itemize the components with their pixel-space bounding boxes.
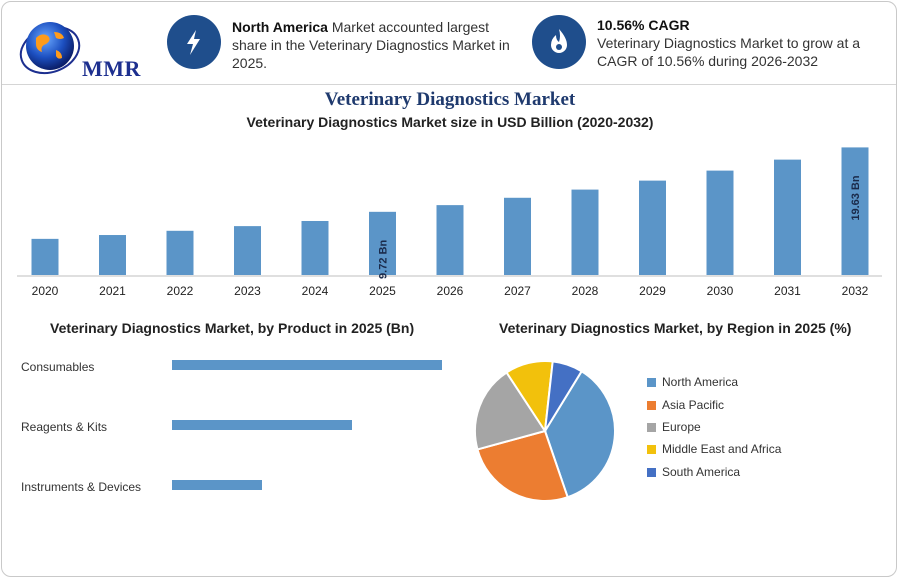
mmr-logo: MMR bbox=[18, 16, 148, 81]
x-tick-label-2024: 2024 bbox=[302, 284, 329, 298]
bar-2025 bbox=[369, 211, 396, 275]
product-label-consumables: Consumables bbox=[21, 360, 95, 374]
legend-item-asia-pacific: Asia Pacific bbox=[647, 398, 724, 412]
x-tick-label-2020: 2020 bbox=[32, 284, 59, 298]
bar-2032 bbox=[841, 147, 869, 275]
bar-2029 bbox=[639, 180, 666, 275]
legend-item-mea: Middle East and Africa bbox=[647, 442, 781, 456]
lightning-icon bbox=[167, 15, 221, 69]
bar-2023 bbox=[234, 226, 261, 275]
legend-label: South America bbox=[662, 465, 741, 479]
data-label-2032: 19.63 Bn bbox=[850, 175, 862, 221]
hbar-consumables bbox=[172, 360, 442, 370]
legend-label: North America bbox=[662, 375, 739, 389]
x-tick-label-2029: 2029 bbox=[639, 284, 666, 298]
bar-2030 bbox=[706, 170, 734, 275]
legend-item-europe: Europe bbox=[647, 420, 701, 434]
highlight1-rest: Market accounted largest share in the Ve… bbox=[232, 19, 510, 71]
x-tick-label-2030: 2030 bbox=[707, 284, 734, 298]
x-tick-label-2025: 2025 bbox=[369, 284, 396, 298]
x-tick-label-2022: 2022 bbox=[167, 284, 194, 298]
legend-swatch bbox=[647, 422, 656, 432]
bar-2021 bbox=[99, 235, 126, 275]
data-label-2025: 9.72 Bn bbox=[378, 240, 390, 279]
x-tick-label-2026: 2026 bbox=[437, 284, 464, 298]
bar-2027 bbox=[504, 197, 531, 275]
highlight-north-america: North America Market accounted largest s… bbox=[232, 18, 512, 72]
x-tick-label-2021: 2021 bbox=[99, 284, 126, 298]
highlight2-rest: Veterinary Diagnostics Market to grow at… bbox=[597, 35, 861, 69]
legend-swatch bbox=[647, 377, 656, 387]
legend-item-north-america: North America bbox=[647, 375, 738, 389]
x-tick-label-2027: 2027 bbox=[504, 284, 531, 298]
chart-title: Veterinary Diagnostics Market bbox=[324, 89, 576, 110]
bar-2022 bbox=[166, 230, 194, 275]
highlight2-bold: 10.56% CAGR bbox=[597, 17, 690, 33]
product-label-instruments: Instruments & Devices bbox=[21, 480, 142, 494]
header-divider bbox=[2, 84, 896, 85]
pie-slice-europe bbox=[474, 371, 547, 451]
legend-swatch bbox=[647, 467, 656, 477]
hbar-instruments-devices bbox=[172, 480, 262, 490]
hbar-reagents-kits bbox=[172, 420, 352, 430]
x-tick-label-2028: 2028 bbox=[572, 284, 599, 298]
bar-2024 bbox=[301, 220, 329, 275]
legend-label: Europe bbox=[662, 420, 701, 434]
pie-slice-south-america bbox=[544, 360, 583, 432]
highlight1-bold: North America bbox=[232, 19, 328, 35]
legend-swatch bbox=[647, 444, 656, 454]
x-tick-label-2031: 2031 bbox=[774, 284, 801, 298]
product-label-reagents: Reagents & Kits bbox=[21, 420, 108, 434]
product-chart-title: Veterinary Diagnostics Market, by Produc… bbox=[50, 320, 415, 336]
bar-2026 bbox=[436, 205, 464, 275]
bar-2020 bbox=[31, 238, 59, 275]
legend-label: Asia Pacific bbox=[662, 398, 725, 412]
pie-slice-asia-pacific bbox=[476, 429, 569, 502]
highlight-cagr: 10.56% CAGR Veterinary Diagnostics Market… bbox=[597, 16, 877, 70]
bar-2028 bbox=[571, 189, 599, 275]
region-chart-title: Veterinary Diagnostics Market, by Region… bbox=[499, 320, 852, 336]
legend-label: Middle East and Africa bbox=[662, 442, 782, 456]
logo-text: MMR bbox=[82, 56, 141, 81]
x-tick-label-2023: 2023 bbox=[234, 284, 261, 298]
chart-subtitle: Veterinary Diagnostics Market size in US… bbox=[246, 114, 654, 130]
globe-icon bbox=[19, 22, 81, 75]
x-tick-label-2032: 2032 bbox=[842, 284, 869, 298]
legend-item-south-america: South America bbox=[647, 465, 740, 479]
legend-swatch bbox=[647, 400, 656, 410]
flame-icon bbox=[532, 15, 586, 69]
bar-2031 bbox=[774, 159, 801, 275]
